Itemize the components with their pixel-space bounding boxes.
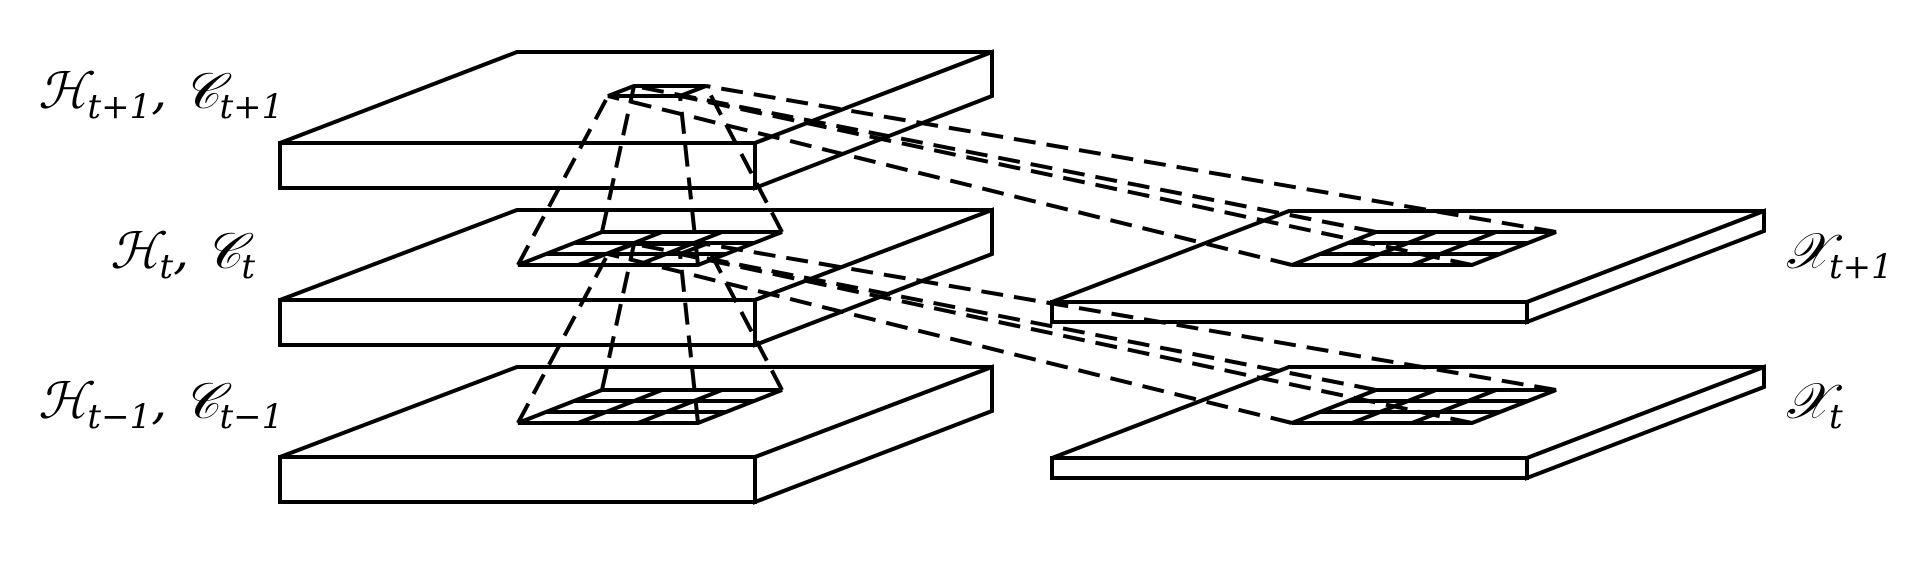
label-input-t: 𝒳t — [1786, 372, 1843, 437]
output-cell-t-plus-1 — [607, 84, 707, 98]
label-hidden-cell-t: ℋt, 𝒞t — [110, 222, 255, 287]
projection-lines — [516, 84, 1557, 425]
label-hidden-cell-t-plus-1: ℋt+1, 𝒞t+1 — [38, 62, 283, 127]
hidden-state-slab-t-plus-1 — [278, 49, 994, 191]
hidden-state-slab-t-minus-1 — [278, 364, 994, 505]
output-cell-t — [607, 242, 707, 256]
label-hidden-cell-t-minus-1: ℋt−1, 𝒞t−1 — [38, 372, 283, 437]
input-slab-t-plus-1 — [1050, 208, 1766, 325]
label-input-t-plus-1: 𝒳t+1 — [1786, 222, 1893, 287]
layer-stack-left — [278, 49, 994, 505]
layer-stack-right — [1050, 208, 1766, 481]
